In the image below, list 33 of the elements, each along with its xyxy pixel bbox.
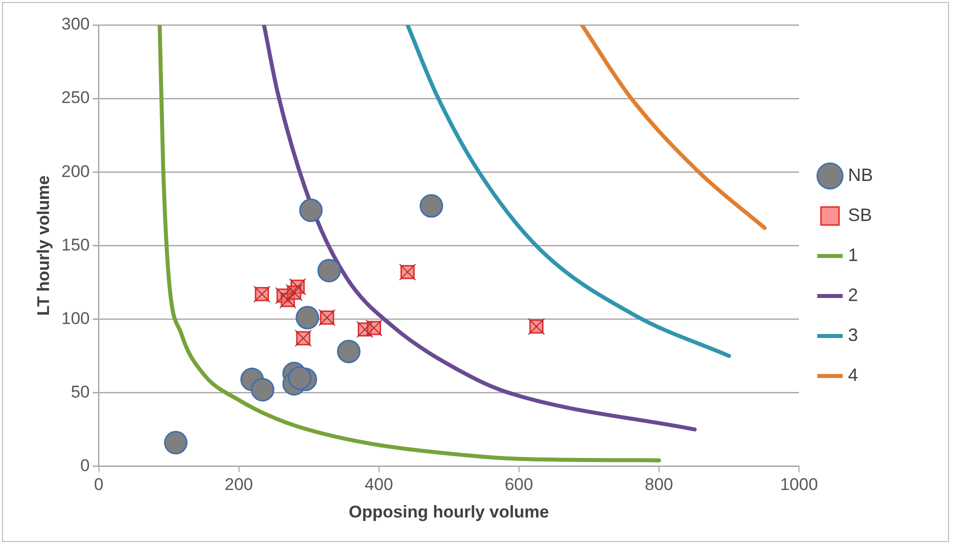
legend-label: NB (848, 164, 874, 185)
y-tick-label: 200 (61, 162, 90, 181)
point (336, 340, 360, 364)
line-series (580, 25, 767, 230)
point (288, 366, 312, 390)
point (250, 378, 274, 402)
x-axis-title: Opposing hourly volume (348, 502, 549, 522)
y-tick-label: 50 (70, 382, 90, 402)
x-tick-label: 200 (224, 475, 253, 494)
x-tick-label: 1000 (780, 475, 818, 494)
y-axis-title: LT hourly volume (34, 175, 53, 316)
y-tick-label: 300 (61, 14, 90, 34)
y-tick-label: 250 (61, 88, 90, 108)
legend-label: 2 (848, 284, 858, 305)
x-tick-label: 400 (364, 475, 394, 494)
point (299, 198, 323, 222)
x-tick-label: 800 (644, 475, 674, 494)
legend-label: 3 (848, 324, 858, 345)
x-tick-label: 600 (504, 475, 534, 494)
line-series (262, 25, 697, 432)
x-tick-label: 0 (94, 475, 104, 494)
line-series (406, 25, 731, 358)
point (164, 430, 188, 454)
y-tick-label: 100 (61, 308, 90, 328)
line-series (158, 25, 661, 462)
y-tick-label: 0 (80, 456, 90, 475)
point (317, 258, 341, 282)
point (420, 194, 444, 218)
y-tick-label: 150 (61, 235, 90, 254)
legend-label: 4 (848, 364, 858, 385)
legend-label: 1 (848, 244, 858, 265)
point (296, 306, 320, 330)
legend-label: SB (848, 204, 872, 225)
